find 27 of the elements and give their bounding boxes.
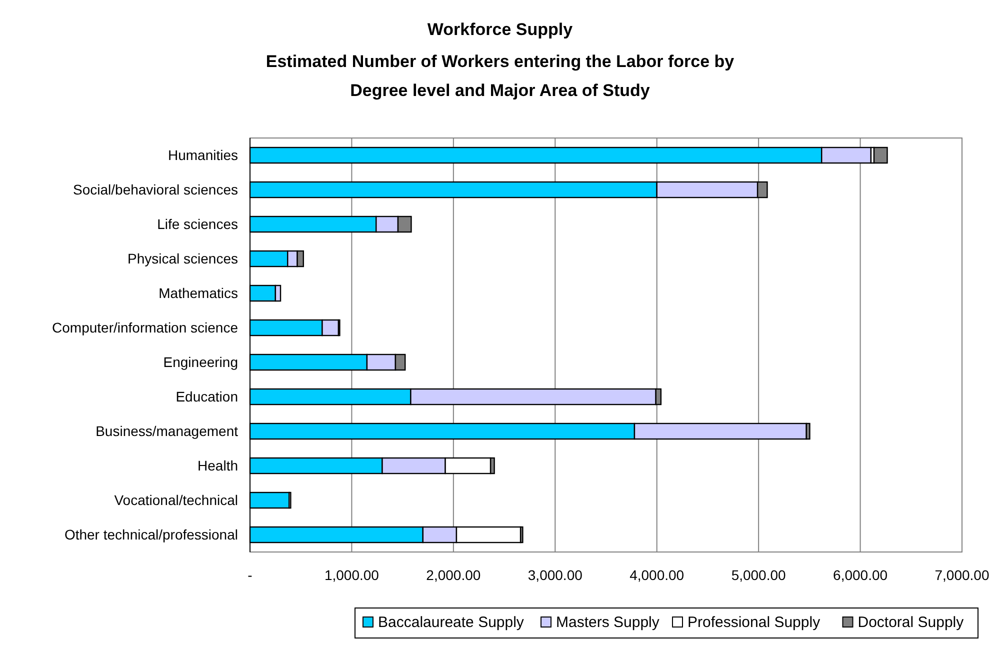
y-tick-label: Other technical/professional [64, 526, 238, 543]
y-tick-label: Social/behavioral sciences [73, 182, 238, 198]
y-tick-label: Business/management [96, 423, 238, 440]
y-tick-label: Physical sciences [128, 250, 238, 267]
y-tick-label: Engineering [163, 354, 238, 370]
legend-label: Professional Supply [688, 614, 821, 631]
x-tick-label: 6,000.00 [833, 567, 888, 583]
x-tick-label: 2,000.00 [426, 567, 481, 583]
legend-label: Baccalaureate Supply [378, 614, 524, 631]
legend-label: Masters Supply [556, 614, 660, 631]
legend-label: Doctoral Supply [858, 614, 964, 631]
chart-subtitle: Estimated Number of Workers entering the Labor force by Degree level and Major Area of Study [266, 52, 735, 100]
y-tick-label: Vocational/technical [114, 492, 238, 508]
y-tick-label: Humanities [168, 147, 238, 164]
x-tick-label: 4,000.00 [630, 567, 684, 583]
chart-title: Workforce Supply [427, 20, 574, 39]
y-tick-label: Life sciences [157, 216, 238, 232]
bar [873, 146, 888, 164]
x-tick-label: - [248, 567, 253, 583]
y-tick-label: Health [198, 458, 238, 474]
x-tick-label: 7,000.00 [934, 567, 990, 583]
y-tick-label: Mathematics [158, 285, 238, 302]
y-tick-label: Education [176, 388, 238, 405]
x-tick-label: 1,000.00 [324, 567, 380, 583]
x-tick-label: 5,000.00 [731, 567, 786, 583]
y-tick-label: Computer/information science [52, 320, 238, 336]
x-tick-label: 3,000.00 [528, 567, 583, 583]
